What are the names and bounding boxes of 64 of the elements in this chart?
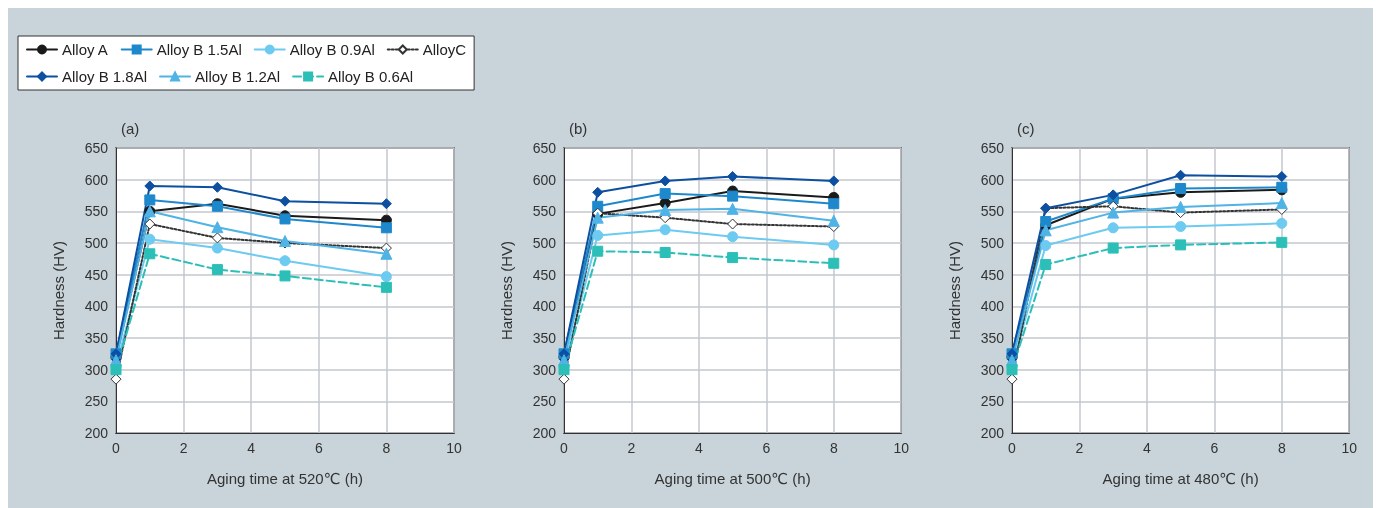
- x-axis-title: Aging time at 480℃ (h): [1102, 470, 1259, 487]
- legend-label: Alloy B 1.2Al: [195, 68, 281, 85]
- x-tick-label: 10: [1341, 440, 1358, 456]
- y-tick-label: 650: [980, 140, 1005, 156]
- y-tick-label: 600: [532, 171, 557, 188]
- chart-title: (b): [569, 120, 588, 137]
- x-tick-label: 4: [694, 440, 703, 456]
- y-tick-label: 550: [84, 203, 109, 220]
- x-tick-label: 10: [446, 440, 462, 456]
- y-tick-label: 400: [84, 298, 109, 315]
- y-tick-label: 600: [980, 171, 1005, 188]
- chart-title: (a): [121, 120, 140, 137]
- y-tick-label: 200: [84, 425, 109, 441]
- x-axis-title: Aging time at 520℃ (h): [206, 470, 364, 487]
- legend-label: Alloy A: [62, 41, 108, 58]
- x-tick-label: 4: [247, 440, 256, 456]
- y-tick-label: 400: [980, 298, 1005, 315]
- x-tick-label: 0: [560, 440, 569, 456]
- x-tick-label: 8: [382, 440, 391, 456]
- y-tick-label: 350: [532, 330, 557, 346]
- y-tick-label: 600: [84, 171, 109, 188]
- y-tick-label: 650: [532, 140, 557, 156]
- y-tick-label: 450: [532, 266, 557, 283]
- x-tick-label: 10: [893, 440, 910, 456]
- y-tick-label: 250: [980, 393, 1005, 410]
- y-axis-title: Hardness (HV): [50, 240, 67, 341]
- x-tick-label: 2: [179, 440, 188, 456]
- x-tick-label: 0: [1008, 440, 1017, 456]
- x-tick-label: 2: [627, 440, 636, 456]
- legend-label: Alloy B 1.5Al: [156, 41, 242, 58]
- x-tick-label: 6: [1210, 440, 1219, 456]
- y-tick-label: 300: [532, 361, 557, 378]
- legend-label: AlloyC: [422, 41, 467, 58]
- y-tick-label: 300: [980, 361, 1005, 378]
- y-tick-label: 400: [532, 298, 557, 315]
- y-tick-label: 500: [532, 235, 557, 251]
- y-tick-label: 350: [84, 330, 109, 346]
- y-tick-label: 350: [980, 330, 1005, 346]
- x-axis-title: Aging time at 500℃ (h): [654, 470, 811, 487]
- y-tick-label: 200: [980, 425, 1005, 441]
- y-tick-label: 500: [84, 235, 109, 251]
- legend-label: Alloy B 0.9Al: [289, 41, 375, 58]
- y-tick-label: 300: [84, 361, 109, 378]
- y-tick-label: 450: [980, 266, 1005, 283]
- y-tick-label: 550: [980, 203, 1005, 220]
- y-tick-label: 250: [532, 393, 557, 410]
- y-tick-label: 550: [532, 203, 557, 220]
- y-tick-label: 650: [84, 140, 109, 156]
- x-tick-label: 0: [112, 440, 121, 456]
- y-tick-label: 500: [980, 235, 1005, 251]
- chart-title: (c): [1017, 120, 1035, 137]
- y-tick-label: 450: [84, 266, 109, 283]
- y-tick-label: 200: [532, 425, 557, 441]
- x-tick-label: 2: [1075, 440, 1084, 456]
- x-tick-label: 6: [314, 440, 323, 456]
- x-tick-label: 4: [1142, 440, 1151, 456]
- y-axis-title: Hardness (HV): [498, 240, 515, 341]
- legend-label: Alloy B 0.6Al: [328, 68, 414, 85]
- y-axis-title: Hardness (HV): [946, 240, 963, 341]
- y-tick-label: 250: [84, 393, 109, 410]
- x-tick-label: 8: [1277, 440, 1286, 456]
- legend-label: Alloy B 1.8Al: [62, 68, 148, 85]
- x-tick-label: 6: [762, 440, 771, 456]
- x-tick-label: 8: [829, 440, 838, 456]
